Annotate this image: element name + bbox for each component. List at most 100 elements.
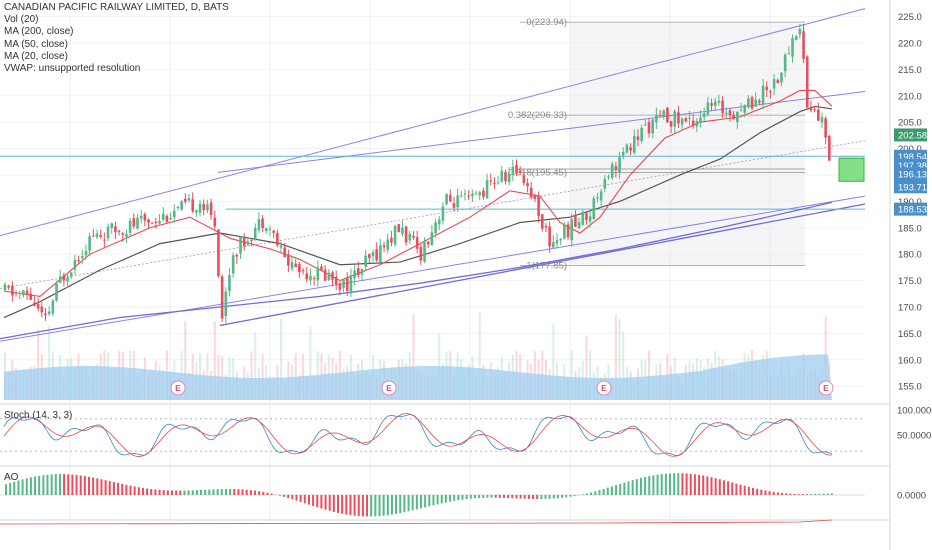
stoch-d-line <box>3 413 833 457</box>
candle-body <box>699 117 702 122</box>
candle-body <box>334 276 338 285</box>
ao-bar <box>345 495 348 515</box>
ao-bar <box>781 492 784 495</box>
ao-bar <box>191 490 194 495</box>
candle-body <box>176 206 180 208</box>
ao-bar <box>631 480 634 495</box>
candle-body <box>195 210 198 213</box>
candle-body <box>220 276 224 319</box>
ao-bar <box>660 474 663 495</box>
earnings-marker <box>818 380 834 396</box>
candle-body <box>769 91 772 93</box>
ao-bar <box>249 490 252 495</box>
ao-bar <box>357 495 360 517</box>
price-tag-label: 188.53 <box>898 205 927 216</box>
candle-body <box>283 247 286 258</box>
ao-bar <box>411 495 414 511</box>
ao-bar <box>141 487 144 495</box>
volume-bar <box>552 323 555 400</box>
candle-body <box>820 117 824 123</box>
ao-pane-label: AO <box>4 472 19 483</box>
ao-bar <box>146 488 149 495</box>
ao-bar <box>270 493 273 495</box>
candle-body <box>172 210 176 218</box>
candle-body <box>544 225 548 228</box>
ao-bar <box>453 495 456 501</box>
candle-body <box>552 242 555 248</box>
ao-bar <box>204 489 207 495</box>
candle-body <box>621 151 625 156</box>
ao-bar <box>162 490 165 495</box>
ao-bar <box>200 489 203 495</box>
candle-body <box>758 100 761 103</box>
ao-bar <box>183 490 186 495</box>
price-tag-label: 196.13 <box>898 169 927 180</box>
ao-bar <box>648 476 651 495</box>
target-zone <box>838 157 865 182</box>
ao-bar <box>361 495 364 517</box>
candle-body <box>482 190 485 197</box>
price-tick-label: 185.0 <box>898 223 922 234</box>
ao-bar <box>67 474 70 495</box>
candle-body <box>805 56 809 108</box>
ao-bar <box>594 491 597 495</box>
ao-bar <box>752 487 754 495</box>
stoch-k-line <box>3 414 833 456</box>
candle-body <box>239 236 242 254</box>
price-tag-label: 197.38 <box>898 161 927 172</box>
ao-bar <box>644 476 647 495</box>
ao-bar <box>287 495 290 499</box>
ao-bar <box>619 483 622 495</box>
candle-body <box>666 107 669 123</box>
candle-body <box>106 226 110 239</box>
ao-bar <box>598 490 601 495</box>
price-tick-label: 165.0 <box>898 329 922 340</box>
ao-bar <box>461 495 464 500</box>
ao-bar <box>38 475 41 495</box>
ao-bar <box>399 495 402 514</box>
ao-bar <box>727 481 730 495</box>
fib-level-label: 0.382(206.33) <box>508 110 567 121</box>
candle-body <box>272 230 275 233</box>
ao-bar <box>307 495 310 505</box>
ao-bar <box>449 495 452 502</box>
candle-body <box>596 197 599 199</box>
ao-bar <box>714 478 717 495</box>
ao-bar <box>756 488 759 495</box>
candle-body <box>426 241 430 245</box>
ao-bar <box>569 495 572 497</box>
candle-body <box>191 199 194 212</box>
candle-body <box>677 112 680 124</box>
ao-bar <box>88 476 90 495</box>
ao-bar <box>702 475 705 495</box>
candle-body <box>309 275 312 281</box>
candle-body <box>320 266 323 271</box>
price-tick-label: 180.0 <box>898 250 922 261</box>
candle-body <box>522 175 526 184</box>
ao-bar <box>386 495 389 516</box>
candle-body <box>607 176 610 178</box>
ao-bar <box>673 473 676 495</box>
ao-bar <box>13 481 16 495</box>
candle-body <box>386 239 390 250</box>
candle-body <box>717 100 721 103</box>
candle-body <box>614 166 618 171</box>
ao-bar <box>428 495 431 507</box>
ao-bar <box>561 495 564 498</box>
ao-bar <box>656 474 659 495</box>
candle-body <box>710 103 713 106</box>
candle-body <box>7 286 10 288</box>
candle-body <box>448 195 452 202</box>
ao-bar <box>291 495 294 500</box>
candle-body <box>198 203 202 213</box>
ao-bar <box>158 489 161 495</box>
candle-body <box>585 212 588 220</box>
candle-body <box>114 226 117 233</box>
ao-bar <box>810 494 813 495</box>
candle-body <box>610 163 614 178</box>
channel-upper-line <box>0 8 866 237</box>
ao-bar <box>552 495 555 499</box>
ao-bar <box>698 474 701 495</box>
